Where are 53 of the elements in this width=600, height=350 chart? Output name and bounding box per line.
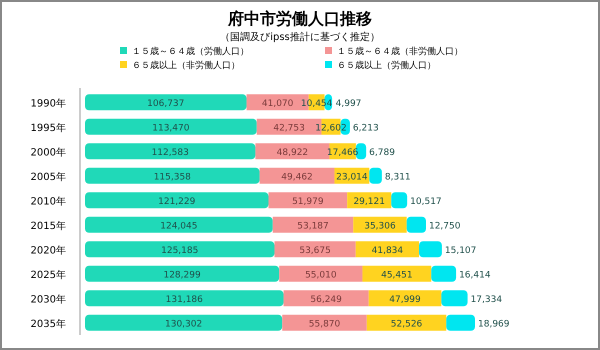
data-label: 48,922	[276, 148, 308, 158]
data-label: 18,969	[478, 319, 510, 330]
data-label: 51,979	[292, 196, 324, 207]
data-label: 106,737	[147, 98, 184, 109]
y-tick-label: 2005年	[30, 170, 66, 183]
y-tick-label: 2015年	[30, 220, 66, 232]
data-label: 128,299	[163, 270, 201, 280]
data-label: 131,186	[166, 294, 204, 305]
data-label: 10,517	[410, 196, 442, 207]
data-label: 47,999	[389, 294, 422, 305]
data-label: 55,010	[305, 270, 337, 280]
data-label: 45,451	[381, 270, 413, 280]
data-label: 16,414	[459, 270, 491, 280]
data-label: 53,675	[299, 246, 331, 256]
data-label: 23,014	[336, 172, 368, 182]
data-label: 113,470	[152, 123, 190, 134]
y-tick-label: 2035年	[30, 318, 66, 330]
data-label: 42,753	[273, 123, 305, 134]
data-label: 41,834	[372, 246, 404, 256]
legend-label: １５歳～６４歳（非労働人口）	[337, 46, 463, 57]
chart-title: 府中市労働人口推移	[227, 9, 372, 28]
y-tick-label: 2000年	[30, 146, 66, 158]
data-label: 4,997	[336, 98, 362, 109]
data-label: 52,526	[390, 319, 423, 330]
y-tick-label: 1990年	[30, 97, 66, 110]
data-label: 55,870	[308, 319, 341, 330]
data-label: 130,302	[165, 319, 202, 330]
legend-label: １５歳～６４歳（労働人口）	[132, 46, 249, 57]
legend-label: ６５歳以上（非労働人口）	[132, 60, 240, 71]
y-tick-label: 2020年	[30, 244, 66, 256]
data-label: 121,229	[158, 196, 196, 207]
data-label: 35,306	[364, 221, 396, 232]
chart-subtitle: （国調及びipss推計に基づく推定）	[220, 31, 380, 43]
data-label: 12,750	[428, 221, 461, 232]
data-label: 6,213	[352, 123, 379, 134]
data-label: 41,070	[262, 98, 294, 109]
y-tick-label: 1995年	[30, 122, 66, 134]
data-label: 6,789	[369, 148, 396, 158]
data-label: 53,187	[297, 221, 329, 232]
y-tick-label: 2025年	[30, 268, 66, 281]
data-label: 29,121	[353, 196, 385, 207]
y-tick-label: 2010年	[30, 195, 66, 208]
data-label: 56,249	[310, 294, 342, 305]
data-label: 17,334	[470, 294, 502, 305]
data-label: 115,358	[154, 172, 192, 182]
data-label: 112,583	[152, 148, 189, 158]
data-label: 49,462	[281, 172, 313, 182]
data-label: 15,107	[444, 246, 476, 256]
legend-label: ６５歳以上（労働人口）	[337, 60, 436, 71]
data-label: 124,045	[160, 221, 198, 232]
data-label: 8,311	[384, 172, 411, 182]
data-label: 125,185	[161, 246, 198, 256]
y-tick-label: 2030年	[30, 293, 66, 306]
